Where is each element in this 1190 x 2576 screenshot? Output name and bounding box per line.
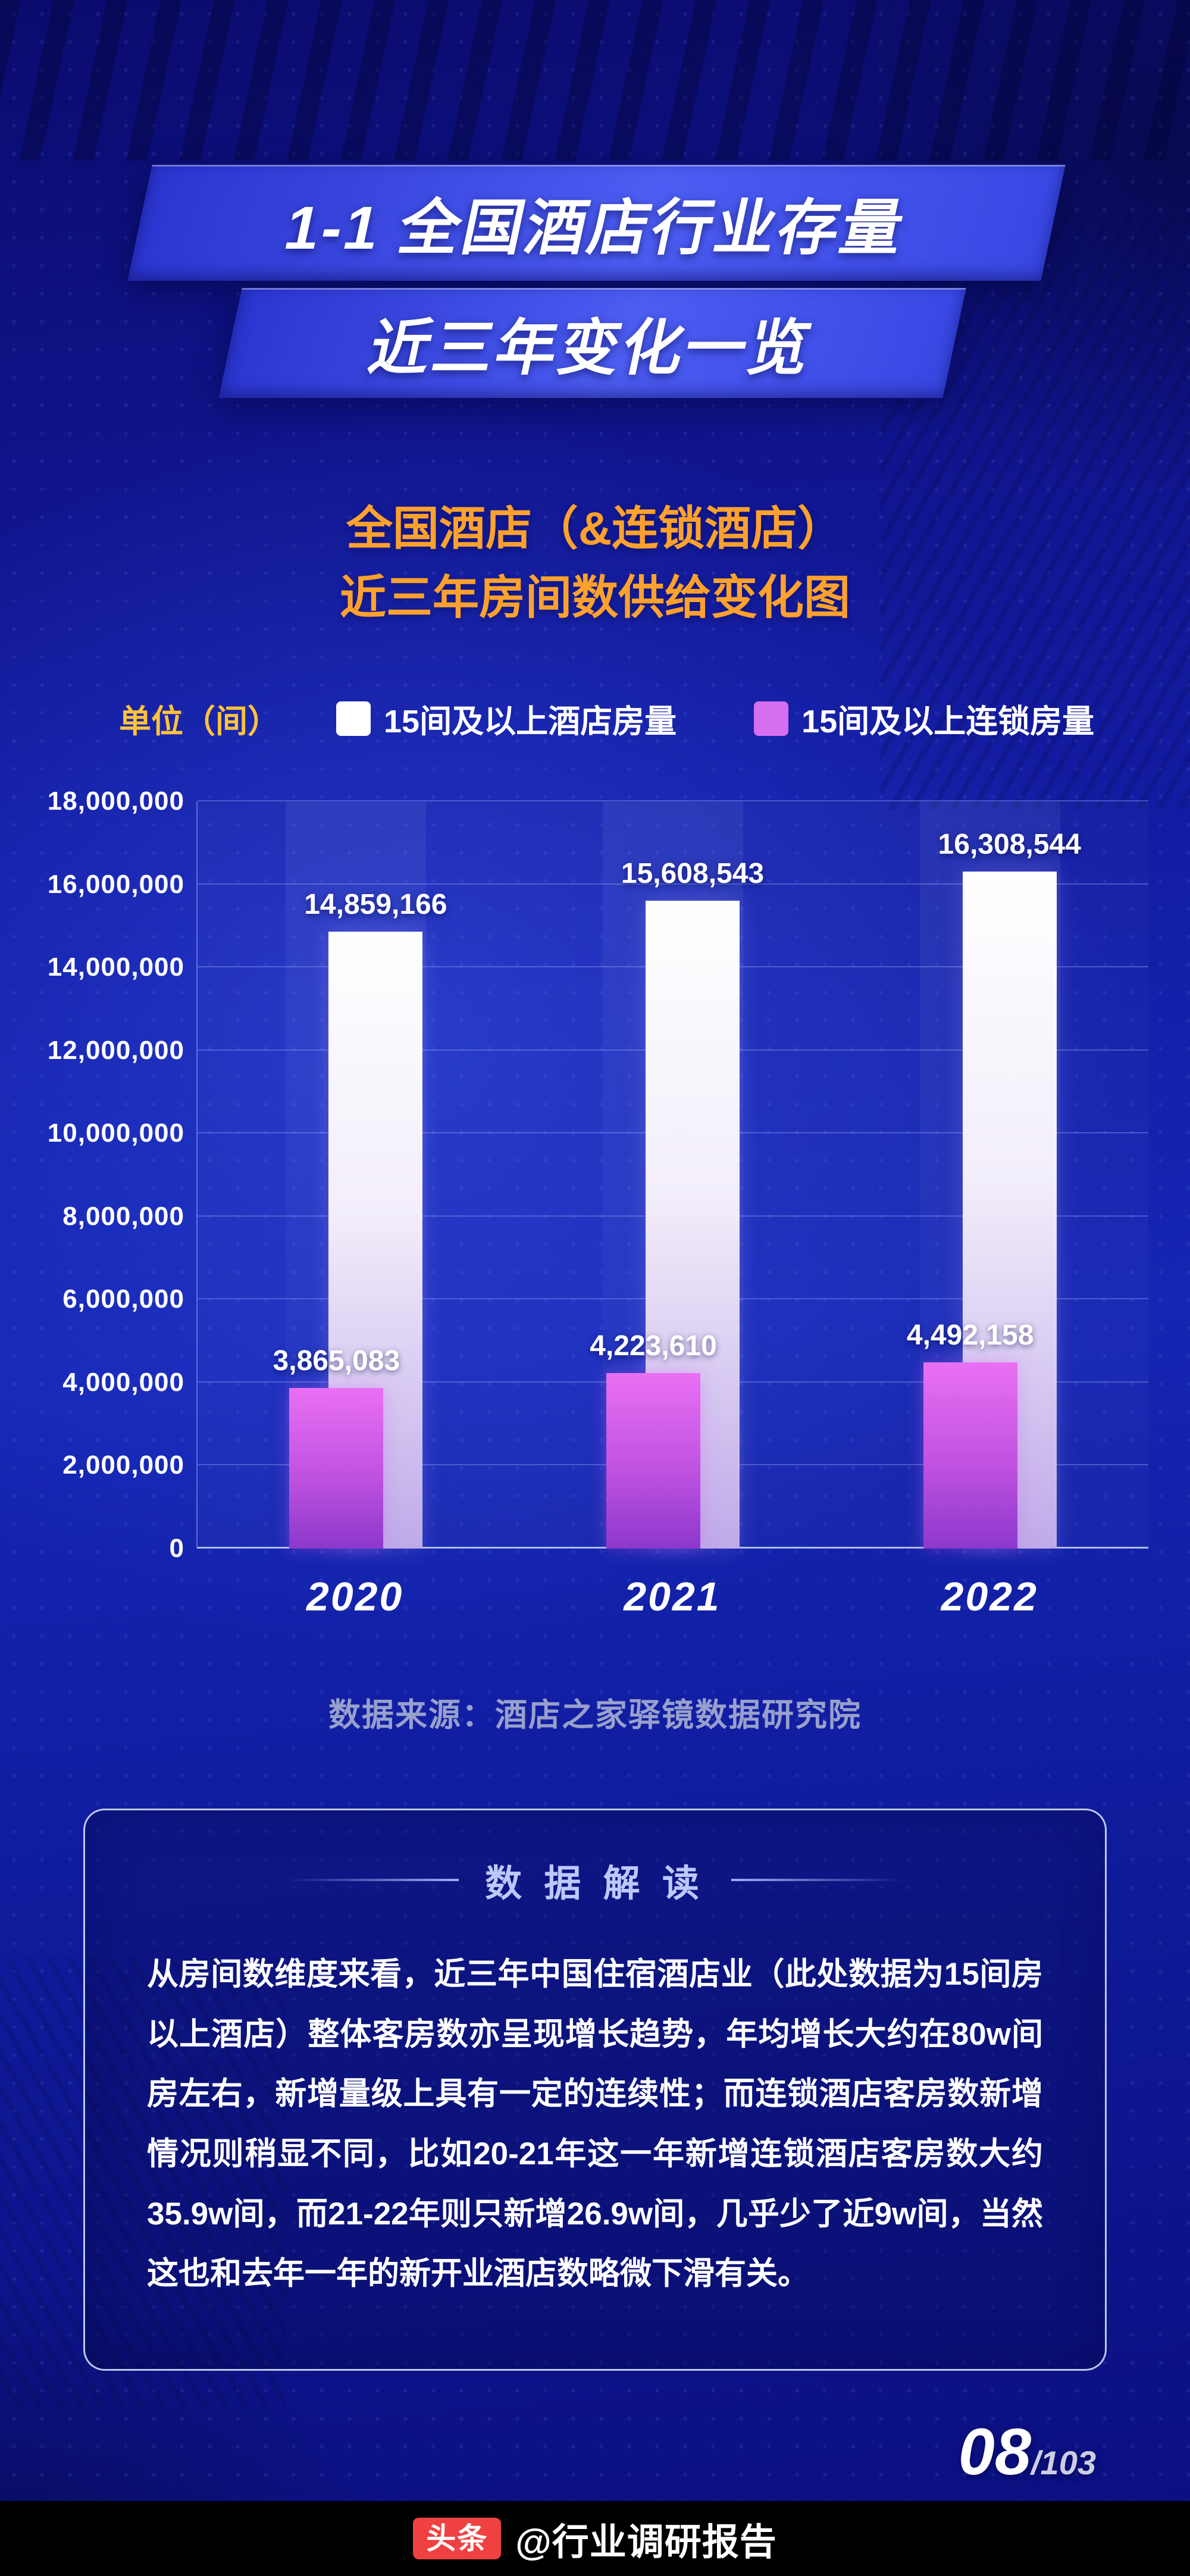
chart-title: 全国酒店（&连锁酒店） 近三年房间数供给变化图 [0, 494, 1190, 632]
bar-group: 14,859,166 3,865,083 [198, 801, 515, 1549]
watermark-bar: 头条 @行业调研报告 [0, 2501, 1190, 2576]
hotel-legend-label: 15间及以上酒店房量 [384, 704, 677, 739]
y-tick-label: 16,000,000 [47, 869, 184, 899]
hotel-bar-value: 16,308,544 [938, 829, 1081, 861]
y-tick-label: 8,000,000 [62, 1201, 184, 1231]
interpretation-title: 数 据 解 读 [485, 1863, 705, 1904]
y-tick-label: 0 [169, 1534, 184, 1563]
y-tick-label: 10,000,000 [47, 1118, 184, 1148]
title-banner-line2: 近三年变化一览 [218, 288, 966, 398]
chain-bar-value: 4,492,158 [906, 1319, 1034, 1351]
plot-area: 14,859,166 3,865,083 15,608,543 4,223,610 16… [196, 800, 1148, 1549]
category-label: 2020 [306, 1574, 404, 1619]
header-divider-left [286, 1879, 459, 1881]
chain-bar [606, 1373, 700, 1549]
page-number: 08 /103 [959, 2414, 1096, 2490]
hotel-bar-value: 14,859,166 [304, 889, 447, 921]
y-tick-label: 18,000,000 [47, 786, 184, 816]
data-source-note: 数据来源：酒店之家驿镜数据研究院 [328, 1697, 862, 1733]
page-title-sub: 近三年变化一览 [363, 314, 819, 382]
y-tick-label: 4,000,000 [62, 1367, 184, 1397]
hotel-bar-value: 15,608,543 [621, 857, 765, 889]
title-banner-line1: 1-1 全国酒店行业存量 [127, 165, 1066, 281]
legend-item-chain: 15间及以上连锁房量 [754, 695, 1094, 742]
chain-bar [289, 1388, 384, 1549]
header-divider-right [731, 1879, 904, 1881]
interpretation-header: 数 据 解 读 [85, 1853, 1105, 1907]
y-axis-labels: 0 2,000,000 4,000,000 6,000,000 8,000,000 10,… [24, 786, 184, 1563]
category-row: 2020 2021 2022 [196, 1574, 1148, 1620]
bar-group: 16,308,544 4,492,158 [831, 801, 1148, 1549]
top-chevron-pattern [0, 0, 1190, 161]
hotel-legend-swatch [336, 701, 371, 736]
toutiao-logo: 头条 [413, 2518, 502, 2559]
page-number-total: /103 [1031, 2444, 1096, 2481]
interpretation-body: 从房间数维度来看，近三年中国住宿酒店业（此处数据为15间房以上酒店）整体客房数亦… [147, 1957, 1043, 2292]
y-tick-label: 6,000,000 [62, 1284, 184, 1314]
bar-chart: 0 2,000,000 4,000,000 6,000,000 8,000,000 10,… [48, 786, 1148, 1619]
chain-bar-value: 4,223,610 [590, 1330, 717, 1362]
chart-legend: 单位（间） 15间及以上酒店房量 15间及以上连锁房量 [119, 695, 1166, 742]
gridline [198, 883, 1148, 885]
chain-legend-label: 15间及以上连锁房量 [801, 704, 1095, 739]
gridline [198, 800, 1148, 801]
chain-bar-value: 3,865,083 [273, 1345, 400, 1377]
category-label: 2022 [941, 1574, 1038, 1619]
page-number-current: 08 [958, 2415, 1031, 2489]
y-tick-label: 2,000,000 [62, 1450, 184, 1480]
category-label: 2021 [624, 1574, 721, 1619]
page-title: 1-1 全国酒店行业存量 [278, 194, 912, 262]
legend-item-hotel: 15间及以上酒店房量 [336, 695, 677, 742]
bar-group: 15,608,543 4,223,610 [515, 801, 832, 1549]
watermark-account: @行业调研报告 [515, 2522, 777, 2563]
chain-bar [923, 1362, 1017, 1549]
unit-label: 单位（间） [119, 704, 280, 739]
chain-legend-swatch [754, 701, 789, 736]
y-tick-label: 14,000,000 [47, 952, 184, 982]
chart-title-line2: 近三年房间数供给变化图 [339, 571, 850, 623]
bar-groups: 14,859,166 3,865,083 15,608,543 4,223,610 16… [198, 801, 1148, 1549]
y-tick-label: 12,000,000 [47, 1035, 184, 1065]
chart-title-line1: 全国酒店（&连锁酒店） [346, 502, 844, 554]
interpretation-box: 数 据 解 读 从房间数维度来看，近三年中国住宿酒店业（此处数据为15间房以上酒… [83, 1809, 1107, 2371]
